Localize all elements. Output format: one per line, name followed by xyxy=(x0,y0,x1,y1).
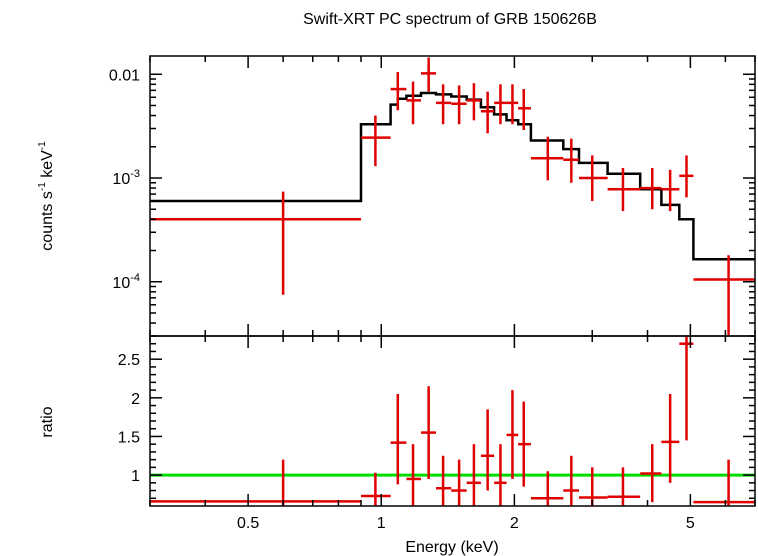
ratio-point-3 xyxy=(390,393,407,485)
ratio-ytick-label: 1 xyxy=(131,468,140,485)
spectrum-point-18 xyxy=(661,169,680,212)
ratio-point-16 xyxy=(607,467,641,506)
ytick-exponent: -3 xyxy=(130,168,140,180)
spectrum-point-3 xyxy=(390,72,407,111)
ytick-base: 10 xyxy=(112,275,130,292)
ratio-point-18 xyxy=(661,393,680,483)
spectrum-point-10 xyxy=(494,84,507,125)
ratio-point-1 xyxy=(150,459,362,506)
ratio-point-4 xyxy=(406,444,422,506)
ratio-point-6 xyxy=(436,455,452,506)
spectrum-x-ticks xyxy=(149,56,756,336)
spectrum-point-5 xyxy=(421,57,437,92)
ylabel-kev: keV xyxy=(39,150,56,182)
ratio-point-9 xyxy=(480,409,495,491)
ratio-data-points xyxy=(150,336,755,506)
ytick-base: 0.01 xyxy=(109,67,140,84)
ratio-x-ticks xyxy=(149,336,756,506)
spectrum-point-19 xyxy=(679,155,694,198)
ytick-base: 10 xyxy=(112,171,130,188)
spectrum-point-4 xyxy=(406,81,422,125)
spectrum-point-6 xyxy=(436,84,452,125)
spectrum-point-13 xyxy=(530,136,564,181)
ratio-y-ticks: 1 1.5 2 2.5 xyxy=(118,342,755,500)
ylabel-counts: counts s xyxy=(39,191,56,251)
spectrum-point-2 xyxy=(361,115,391,167)
ratio-panel: 1 1.5 2 2.5 xyxy=(118,335,756,507)
x-tick-label: 0.5 xyxy=(237,515,259,532)
spectrum-point-20 xyxy=(693,255,755,336)
ratio-point-13 xyxy=(530,471,564,506)
spectrum-ytick-label: 10-3 xyxy=(112,168,140,188)
spectrum-frame xyxy=(149,55,756,337)
spectrum-point-1 xyxy=(150,191,362,295)
spectrum-point-14 xyxy=(563,138,580,183)
ratio-point-5 xyxy=(421,386,437,479)
spectrum-data-points xyxy=(150,57,755,336)
x-tick-label: 1 xyxy=(377,515,386,532)
ratio-point-10 xyxy=(494,444,507,506)
ratio-ytick-label: 2 xyxy=(131,391,140,408)
x-tick-label: 2 xyxy=(510,515,519,532)
ratio-ytick-label: 2.5 xyxy=(118,352,140,369)
spectrum-point-15 xyxy=(579,155,608,202)
ratio-point-8 xyxy=(466,444,481,506)
ratio-point-14 xyxy=(563,455,580,506)
spectrum-point-17 xyxy=(640,167,662,210)
spectrum-point-16 xyxy=(607,167,641,212)
spectrum-point-7 xyxy=(451,85,467,125)
spectrum-y-axis-label: counts s-1 keV-1 xyxy=(37,141,56,251)
ratio-point-11 xyxy=(506,390,519,479)
spectrum-ytick-label: 0.01 xyxy=(109,67,140,84)
ratio-point-17 xyxy=(640,444,662,503)
chart-title: Swift-XRT PC spectrum of GRB 150626B xyxy=(303,11,597,28)
x-tick-label: 5 xyxy=(686,515,695,532)
model-step-line xyxy=(150,91,755,261)
x-axis-label: Energy (keV) xyxy=(405,539,498,556)
spectrum-point-9 xyxy=(480,91,495,134)
ytick-exponent: -4 xyxy=(130,272,140,284)
model-curve xyxy=(150,91,755,261)
spectrum-point-8 xyxy=(466,83,481,121)
ratio-point-2 xyxy=(361,472,391,506)
ratio-point-7 xyxy=(451,459,467,506)
ratio-point-15 xyxy=(579,467,608,506)
spectrum-ytick-label: 10-4 xyxy=(112,272,140,292)
ylabel-exp-1: -1 xyxy=(37,182,48,191)
spectrum-point-12 xyxy=(518,89,531,131)
ratio-point-12 xyxy=(518,401,531,487)
ratio-point-19 xyxy=(679,336,694,441)
x-tick-labels: 0.5 1 2 5 xyxy=(237,515,695,532)
ratio-ytick-label: 1.5 xyxy=(118,429,140,446)
ratio-point-20 xyxy=(693,459,755,506)
spectrum-point-11 xyxy=(506,84,519,125)
ratio-y-axis-label: ratio xyxy=(39,406,56,437)
ylabel-exp-2: -1 xyxy=(37,141,48,150)
ratio-frame xyxy=(149,335,756,507)
